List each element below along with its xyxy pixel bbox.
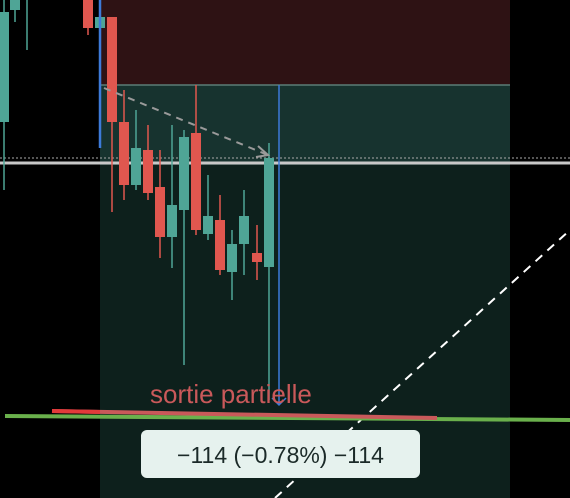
trend-arrow	[255, 145, 271, 158]
exit-arrow	[271, 397, 287, 407]
trend-dashed	[103, 87, 269, 156]
exit-line-start	[51, 409, 101, 414]
stop-zone	[100, 0, 510, 85]
annotation: sortie partielle	[150, 379, 312, 409]
position-label: −114 (−0.78%) −114	[177, 442, 384, 468]
profit-zone-upper	[100, 85, 510, 165]
support-line	[4, 414, 570, 422]
exit-line	[51, 409, 438, 420]
position-label-box	[141, 430, 420, 478]
